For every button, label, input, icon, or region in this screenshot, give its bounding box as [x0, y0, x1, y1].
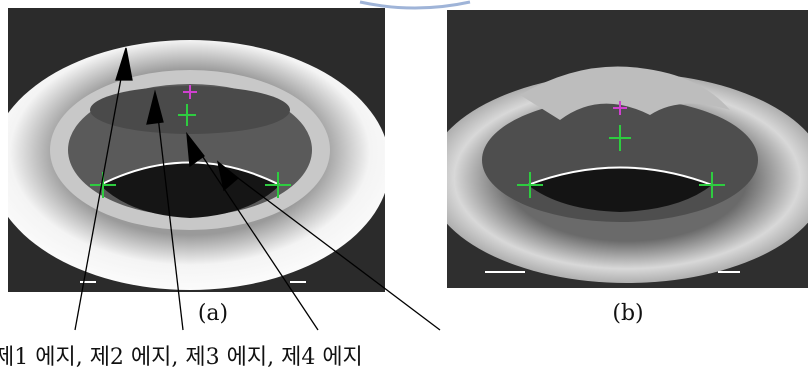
figure: (a) (b) 제1 에지, 제2 에지, 제3 에지, 제4 에지 — [0, 0, 808, 374]
caption: 제1 에지, 제2 에지, 제3 에지, 제4 에지 — [0, 345, 363, 370]
panel-label: (b) — [612, 301, 643, 326]
panel-label: (a) — [198, 301, 228, 326]
photo-b — [427, 10, 808, 288]
top-arc — [360, 2, 470, 8]
